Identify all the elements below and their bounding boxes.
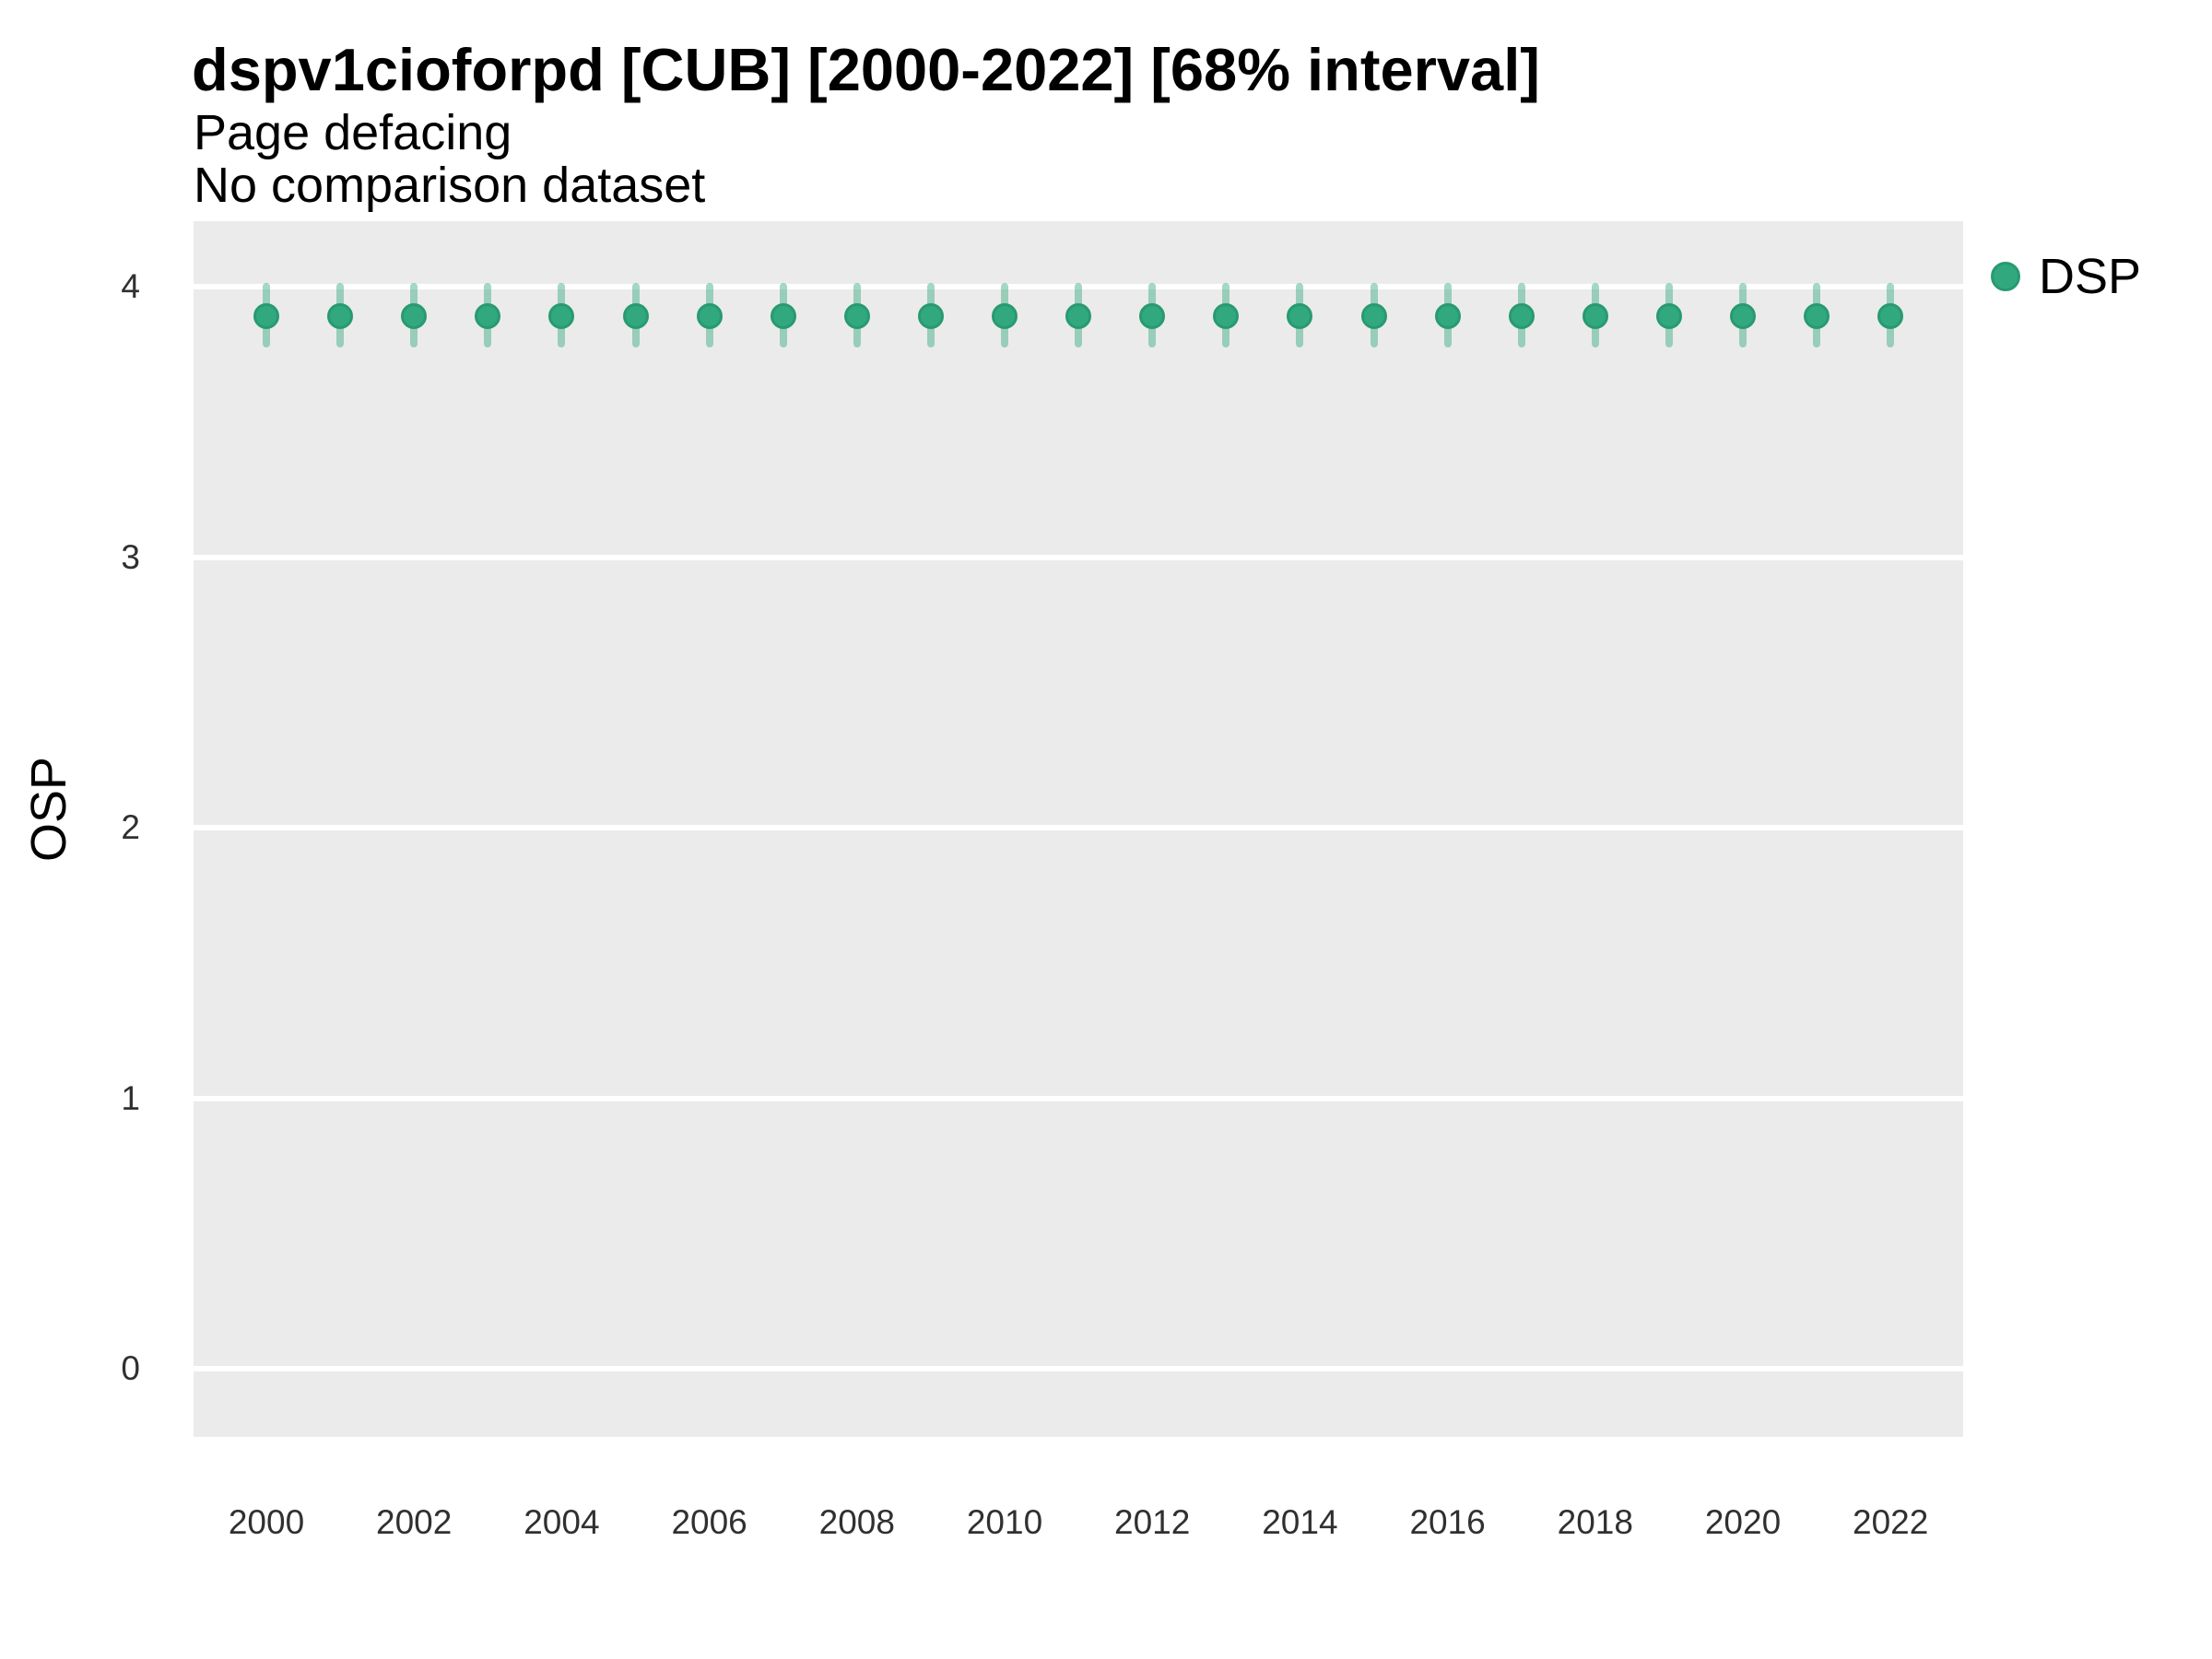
data-point xyxy=(843,303,870,330)
data-point xyxy=(1139,303,1166,330)
data-point xyxy=(1508,303,1535,330)
data-point xyxy=(1065,303,1092,330)
x-tick-label: 2004 xyxy=(524,1503,600,1541)
data-point xyxy=(1582,303,1608,330)
data-point xyxy=(622,303,649,330)
data-point xyxy=(1877,303,1904,330)
data-point xyxy=(1804,303,1830,330)
major-gridline xyxy=(194,284,1963,289)
data-point xyxy=(1730,303,1756,330)
data-point xyxy=(917,303,944,330)
y-tick-label: 1 xyxy=(121,1078,140,1117)
legend: DSP xyxy=(1991,247,2141,306)
major-gridline xyxy=(194,554,1963,560)
x-tick-label: 2006 xyxy=(671,1503,747,1541)
x-tick-label: 2012 xyxy=(1114,1503,1191,1541)
major-gridline xyxy=(194,1366,1963,1371)
y-tick-label: 2 xyxy=(121,808,140,846)
data-point xyxy=(327,303,354,330)
data-point xyxy=(475,303,501,330)
x-tick-label: 2020 xyxy=(1704,1503,1782,1541)
x-tick-label: 2008 xyxy=(818,1503,895,1541)
x-tick-label: 2010 xyxy=(966,1503,1043,1541)
data-point xyxy=(992,303,1018,330)
x-tick-label: 2002 xyxy=(376,1503,453,1541)
major-gridline xyxy=(194,1095,1963,1101)
data-point xyxy=(1434,303,1461,330)
data-point xyxy=(1360,303,1387,330)
x-tick-label: 2014 xyxy=(1262,1503,1338,1541)
x-tick-label: 2018 xyxy=(1557,1503,1633,1541)
major-gridline xyxy=(194,825,1963,830)
y-tick-label: 0 xyxy=(121,1349,140,1387)
legend-point-swatch xyxy=(1991,262,2020,291)
data-point xyxy=(548,303,575,330)
x-tick-label: 2016 xyxy=(1409,1503,1486,1541)
x-tick-label: 2022 xyxy=(1853,1503,1929,1541)
data-point xyxy=(1655,303,1682,330)
data-point xyxy=(1213,303,1240,330)
legend-label: DSP xyxy=(2039,249,2142,304)
plot-panel xyxy=(194,221,1963,1437)
data-point xyxy=(401,303,428,330)
chart-subtitle-line1: Page defacing xyxy=(194,105,512,160)
data-point xyxy=(770,303,796,330)
chart-title: dspv1cioforpd [CUB] [2000-2022] [68% int… xyxy=(192,36,1540,103)
data-point xyxy=(1287,303,1313,330)
data-point xyxy=(253,303,279,330)
data-point xyxy=(696,303,723,330)
x-tick-label: 2000 xyxy=(228,1503,305,1541)
chart-subtitle-line2: No comparison dataset xyxy=(194,158,706,213)
y-tick-label: 4 xyxy=(121,267,140,305)
y-tick-label: 3 xyxy=(121,537,140,576)
